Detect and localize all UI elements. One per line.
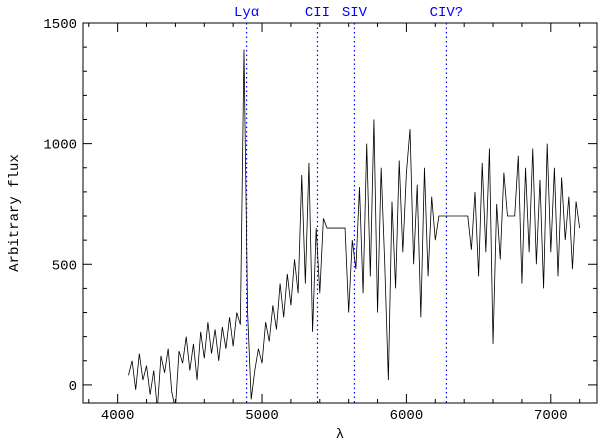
y-tick-label: 500 [52,258,77,274]
line-marker-label: CII [305,5,330,21]
spectrum-line [128,49,581,403]
x-tick-label: 5000 [245,408,279,424]
x-tick-label: 4000 [101,408,135,424]
plot-frame [82,22,598,404]
x-axis-label: λ [336,427,344,443]
y-tick-label: 0 [69,379,77,395]
line-marker-label: Lyα [234,5,259,21]
y-axis-label: Arbitrary flux [7,154,23,272]
y-tick-label: 1000 [43,138,77,154]
line-marker-label: SIV [342,5,368,21]
y-tick-label: 1500 [43,17,77,33]
line-marker-label: CIV? [430,5,464,21]
x-tick-label: 7000 [534,408,568,424]
x-tick-label: 6000 [390,408,424,424]
